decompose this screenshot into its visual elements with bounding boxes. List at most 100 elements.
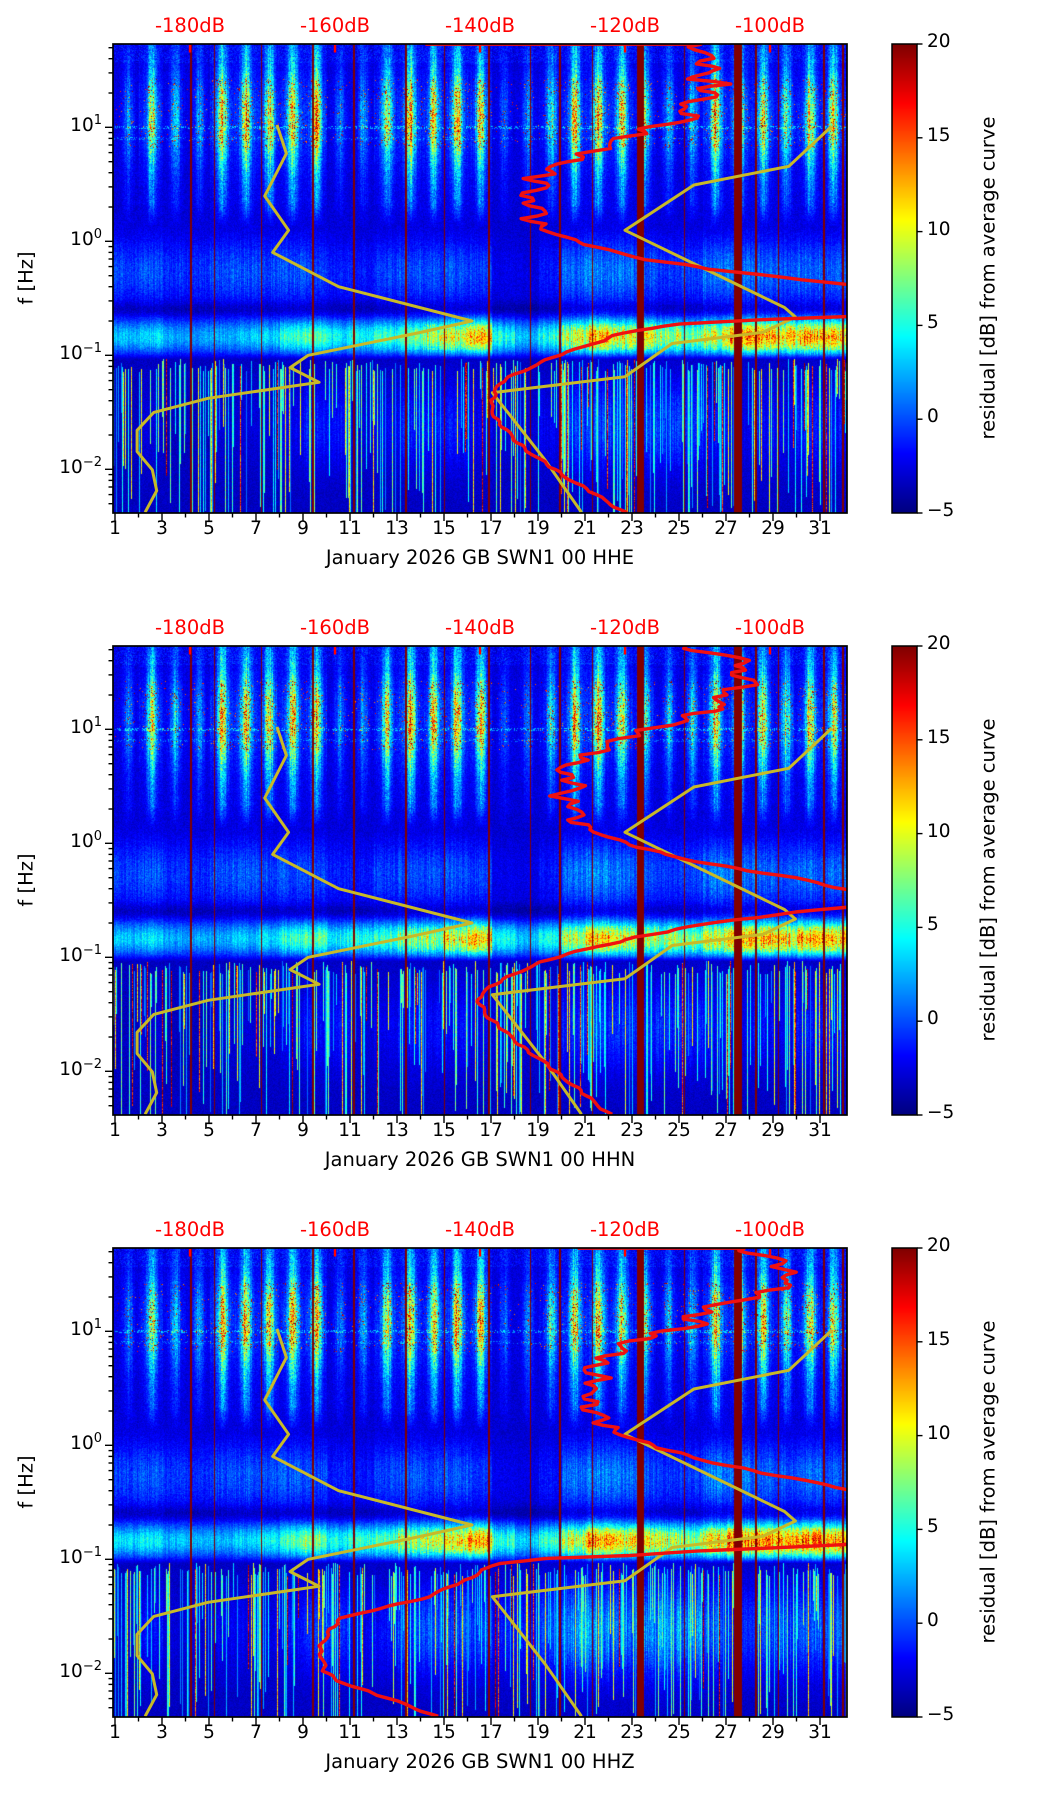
- top-db-label: -160dB: [299, 14, 371, 37]
- y-tick-base: 10: [70, 1319, 94, 1341]
- top-db-label: -180dB: [154, 616, 226, 639]
- x-tick-label: 21: [573, 1722, 597, 1743]
- y-tick-label: 101: [28, 1318, 102, 1341]
- y-tick-label: 101: [28, 716, 102, 739]
- x-tick-label: 21: [573, 518, 597, 539]
- x-tick-label: 13: [385, 1120, 409, 1141]
- colorbar-tick-label: 5: [927, 1516, 939, 1538]
- colorbar-hhn: [892, 646, 917, 1115]
- x-tick-label: 23: [620, 1120, 644, 1141]
- x-tick-label: 15: [432, 1722, 456, 1743]
- top-db-label: -140dB: [444, 1218, 516, 1241]
- y-axis-label: f [Hz]: [14, 251, 38, 305]
- colorbar-tick-label: 15: [927, 124, 951, 146]
- y-tick-exponent: 0: [93, 227, 102, 243]
- y-tick-exponent: 0: [93, 1431, 102, 1447]
- x-tick-label: 7: [250, 1722, 262, 1743]
- x-tick-label: 7: [250, 1120, 262, 1141]
- colorbar-tick-label: 20: [927, 1235, 951, 1256]
- x-tick-label: 5: [203, 1120, 215, 1141]
- y-tick-label: 10−2: [28, 1660, 102, 1683]
- top-db-label: -140dB: [444, 616, 516, 639]
- y-tick-base: 10: [59, 945, 83, 967]
- top-db-label: -100dB: [734, 1218, 806, 1241]
- y-tick-exponent: −2: [82, 455, 102, 471]
- y-tick-label: 10−1: [28, 1546, 102, 1569]
- y-tick-label: 10−1: [28, 944, 102, 967]
- top-db-label: -100dB: [734, 14, 806, 37]
- x-tick-label: 17: [479, 1120, 503, 1141]
- y-tick-label: 10−2: [28, 456, 102, 479]
- spectrogram-heatmap-hhn: [113, 646, 847, 1115]
- y-tick-exponent: 1: [93, 113, 102, 129]
- x-tick-label: 3: [156, 1120, 168, 1141]
- panel-hhe: -180dB -160dB -140dB -120dB -100dB 101 100 10−1…: [0, 0, 1052, 602]
- y-tick-base: 10: [70, 831, 94, 853]
- x-tick-label: 5: [203, 1722, 215, 1743]
- colorbar-hhe: [892, 44, 917, 513]
- y-tick-label: 101: [28, 114, 102, 137]
- colorbar-tick-label: 15: [927, 726, 951, 748]
- x-tick-label: 25: [667, 1120, 691, 1141]
- x-tick-label: 23: [620, 518, 644, 539]
- x-tick-label: 11: [338, 1120, 362, 1141]
- top-db-label: -160dB: [299, 616, 371, 639]
- x-tick-label: 5: [203, 518, 215, 539]
- y-tick-exponent: −1: [82, 341, 102, 357]
- colorbar-label: residual [dB] from average curve: [976, 116, 1000, 440]
- colorbar-hhz: [892, 1248, 917, 1717]
- x-tick-label: 27: [714, 1120, 738, 1141]
- top-db-label: -180dB: [154, 1218, 226, 1241]
- y-tick-exponent: −1: [82, 1545, 102, 1561]
- y-tick-exponent: −2: [82, 1659, 102, 1675]
- x-tick-label: 19: [526, 518, 550, 539]
- x-tick-label: 23: [620, 1722, 644, 1743]
- top-db-label: -180dB: [154, 14, 226, 37]
- y-tick-base: 10: [59, 1661, 83, 1683]
- panel-hhz: -180dB -160dB -140dB -120dB -100dB 101 100 10−1…: [0, 1204, 1052, 1806]
- colorbar-tick-label: 5: [927, 312, 939, 334]
- colorbar-tick-label: −5: [927, 1102, 955, 1123]
- colorbar-tick-label: 5: [927, 914, 939, 936]
- y-tick-base: 10: [70, 115, 94, 137]
- x-tick-label: 17: [479, 1722, 503, 1743]
- colorbar-tick-label: 0: [927, 1610, 939, 1632]
- x-tick-label: 13: [385, 1722, 409, 1743]
- colorbar-tick-label: 15: [927, 1328, 951, 1350]
- x-tick-label: 13: [385, 518, 409, 539]
- x-tick-label: 31: [808, 518, 832, 539]
- x-tick-label: 7: [250, 518, 262, 539]
- x-tick-label: 19: [526, 1120, 550, 1141]
- y-tick-exponent: −1: [82, 943, 102, 959]
- spectrogram-heatmap-hhz: [113, 1248, 847, 1717]
- y-tick-base: 10: [59, 343, 83, 365]
- y-tick-label: 100: [28, 1432, 102, 1455]
- y-axis-label: f [Hz]: [14, 1455, 38, 1509]
- colorbar-tick-label: 0: [927, 1008, 939, 1030]
- x-tick-label: 9: [297, 1722, 309, 1743]
- x-tick-label: 27: [714, 1722, 738, 1743]
- top-db-label: -120dB: [589, 14, 661, 37]
- colorbar-tick-label: 0: [927, 406, 939, 428]
- y-tick-base: 10: [70, 229, 94, 251]
- x-tick-label: 1: [109, 1722, 121, 1743]
- colorbar-tick-label: 20: [927, 31, 951, 52]
- y-tick-label: 100: [28, 830, 102, 853]
- x-tick-label: 17: [479, 518, 503, 539]
- x-tick-label: 21: [573, 1120, 597, 1141]
- x-tick-label: 31: [808, 1120, 832, 1141]
- colorbar-tick-label: 10: [927, 218, 951, 240]
- x-tick-label: 31: [808, 1722, 832, 1743]
- x-tick-label: 19: [526, 1722, 550, 1743]
- x-tick-label: 29: [761, 518, 785, 539]
- y-tick-exponent: −2: [82, 1057, 102, 1073]
- x-tick-label: 27: [714, 518, 738, 539]
- y-tick-base: 10: [59, 1059, 83, 1081]
- x-tick-label: 15: [432, 1120, 456, 1141]
- x-tick-label: 3: [156, 1722, 168, 1743]
- colorbar-tick-label: −5: [927, 1704, 955, 1725]
- y-tick-base: 10: [70, 717, 94, 739]
- y-tick-label: 10−2: [28, 1058, 102, 1081]
- top-db-label: -120dB: [589, 1218, 661, 1241]
